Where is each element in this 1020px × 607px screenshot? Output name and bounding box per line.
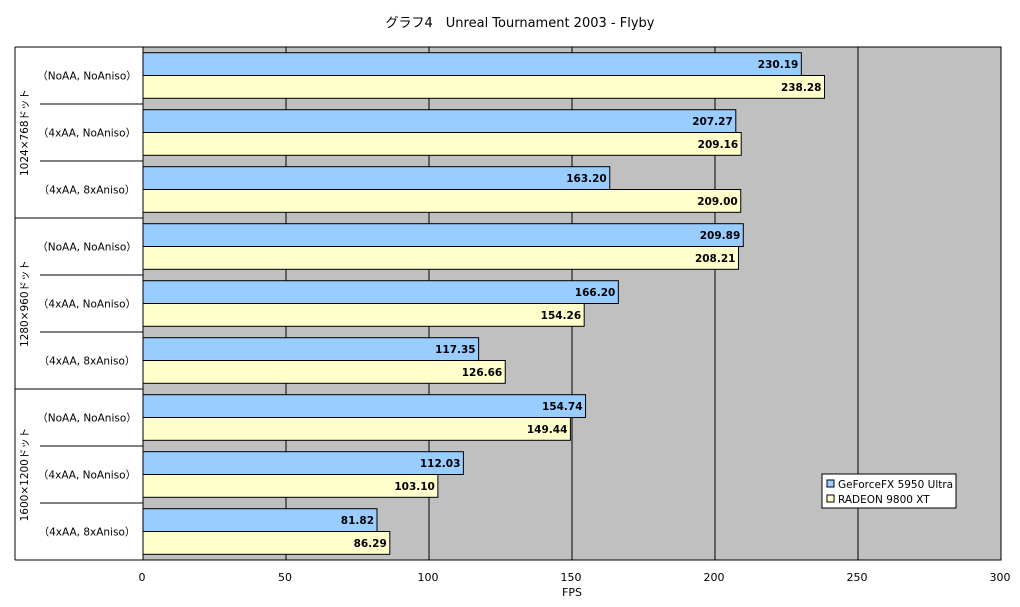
- data-label: 207.27: [692, 116, 733, 128]
- bar-radeon: [142, 474, 439, 498]
- bar-radeon: [142, 303, 585, 327]
- data-label: 209.16: [698, 139, 739, 151]
- x-axis-label: FPS: [562, 586, 582, 599]
- bar-radeon: [142, 246, 739, 270]
- x-tick-label: 150: [561, 571, 582, 584]
- data-label: 208.21: [695, 253, 736, 265]
- bar-radeon: [142, 189, 742, 213]
- data-label: 149.44: [527, 424, 568, 436]
- x-tick-label: 300: [990, 571, 1011, 584]
- data-label: 117.35: [435, 344, 476, 356]
- group-label: 1600×1200ドット: [19, 428, 31, 522]
- bar-geforce: [142, 451, 464, 476]
- bar-geforce: [142, 280, 619, 305]
- bar-geforce: [142, 109, 737, 133]
- data-label: 86.29: [354, 538, 387, 550]
- legend-label-geforce: GeForceFX 5950 Ultra: [838, 479, 953, 491]
- bar-radeon: [142, 132, 742, 156]
- category-label: （NoAA, NoAniso）: [37, 242, 137, 254]
- data-label: 238.28: [781, 82, 822, 94]
- data-label: 166.20: [575, 287, 616, 299]
- x-tick-label: 0: [139, 571, 146, 584]
- group-label: 1024×768ドット: [19, 89, 31, 176]
- category-label: （4xAA, NoAniso）: [38, 470, 136, 482]
- data-label: 103.10: [394, 481, 435, 493]
- data-label: 209.89: [700, 230, 741, 242]
- bar-radeon: [142, 417, 571, 441]
- legend-swatch-geforce: [826, 479, 835, 488]
- data-label: 81.82: [341, 515, 374, 527]
- x-tick-label: 200: [704, 571, 725, 584]
- bar-geforce: [142, 166, 611, 190]
- legend-label-radeon: RADEON 9800 XT: [838, 494, 930, 506]
- category-label: （4xAA, NoAniso）: [38, 128, 136, 140]
- bar-geforce: [142, 394, 587, 419]
- data-label: 209.00: [697, 196, 738, 208]
- category-label: （4xAA, NoAniso）: [38, 299, 136, 311]
- bar-geforce: [142, 337, 480, 362]
- x-tick-label: 250: [847, 571, 868, 584]
- category-label: （NoAA, NoAniso）: [37, 71, 137, 83]
- data-label: 154.74: [542, 401, 583, 413]
- legend: GeForceFX 5950 Ultra RADEON 9800 XT: [821, 473, 957, 509]
- bar-radeon: [142, 531, 391, 555]
- data-label: 163.20: [566, 173, 607, 185]
- bar-geforce: [142, 223, 744, 247]
- category-label: （4xAA, 8xAniso）: [39, 356, 136, 368]
- category-label: （4xAA, 8xAniso）: [39, 185, 136, 197]
- legend-box: [821, 473, 957, 509]
- data-label: 126.66: [462, 367, 503, 379]
- bar-radeon: [142, 75, 825, 99]
- data-label: 112.03: [420, 458, 461, 470]
- bar-radeon: [142, 360, 506, 384]
- x-tick-label: 100: [418, 571, 439, 584]
- group-label: 1280×960ドット: [19, 260, 31, 347]
- x-tick-label: 50: [278, 571, 292, 584]
- bar-geforce: [142, 52, 802, 76]
- category-label: （NoAA, NoAniso）: [37, 413, 137, 425]
- legend-swatch-radeon: [826, 494, 835, 503]
- data-label: 154.26: [541, 310, 582, 322]
- chart-title: グラフ4 Unreal Tournament 2003 - Flyby: [386, 16, 655, 31]
- data-label: 230.19: [758, 59, 799, 71]
- category-label: （4xAA, 8xAniso）: [39, 527, 136, 539]
